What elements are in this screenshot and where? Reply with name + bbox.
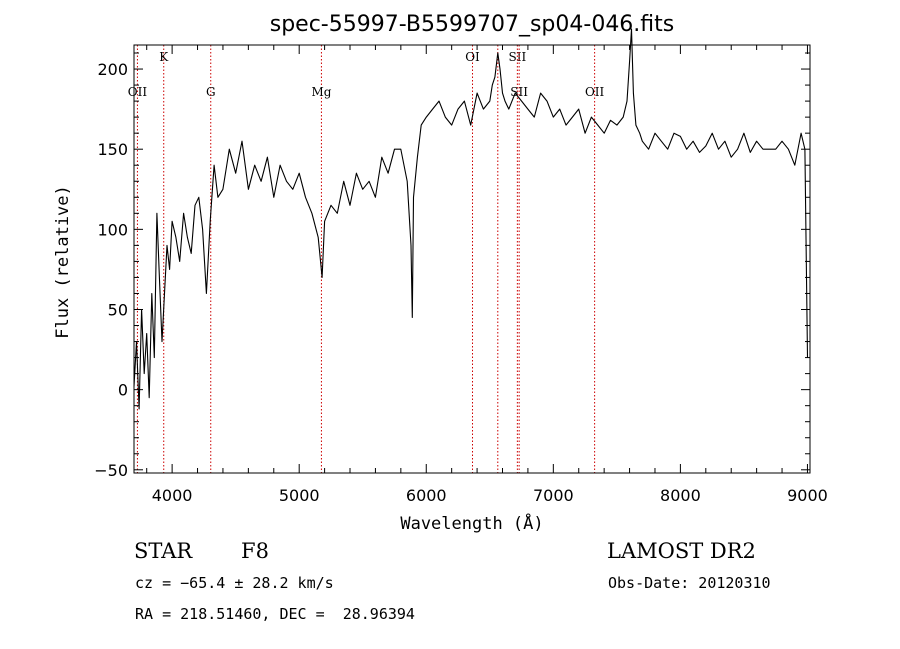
observation-date: Obs-Date: 20120310 (608, 574, 771, 592)
axis-ticks: 4000 5000 6000 7000 8000 9000 −50 0 50 100 150 200 (94, 45, 828, 505)
x-tick-label: 8000 (660, 486, 701, 505)
y-tick-label: 0 (118, 381, 128, 400)
x-tick-label: 7000 (533, 486, 574, 505)
y-tick-label: 100 (97, 220, 128, 239)
x-tick-label: 5000 (279, 486, 320, 505)
object-subclass: F8 (241, 539, 269, 563)
y-axis-label: Flux (relative) (53, 185, 73, 339)
chart-title: spec-55997-B5599707_sp04-046.fits (270, 12, 675, 37)
x-tick-label: 4000 (152, 486, 193, 505)
line-label-mg: Mg (311, 85, 331, 99)
x-tick-label: 6000 (406, 486, 447, 505)
object-class: STAR (134, 539, 193, 563)
line-label-oii: OII (585, 85, 605, 99)
y-tick-label: 150 (97, 140, 128, 159)
coordinates: RA = 218.51460, DEC = 28.96394 (135, 605, 415, 623)
y-tick-label: 50 (108, 300, 128, 319)
y-tick-label: 200 (97, 60, 128, 79)
x-axis-label: Wavelength (Å) (400, 512, 543, 534)
survey-name: LAMOST DR2 (607, 539, 756, 563)
line-label-sii: SII (510, 85, 528, 99)
line-label-k: K (159, 50, 169, 64)
line-label-oi: OI (465, 50, 480, 64)
series-line-0 (133, 28, 809, 410)
plot-frame (133, 44, 811, 474)
y-tick-label: −50 (94, 461, 128, 480)
line-label-oii: OII (128, 85, 148, 99)
spectral-line-markers: OII K G Mg OI SII SII OII (128, 45, 605, 473)
x-tick-label: 9000 (787, 486, 828, 505)
spectrum-series (133, 28, 809, 410)
redshift-velocity: cz = −65.4 ± 28.2 km/s (135, 574, 334, 592)
line-label-g: G (206, 85, 216, 99)
line-label-sii: SII (509, 50, 527, 64)
